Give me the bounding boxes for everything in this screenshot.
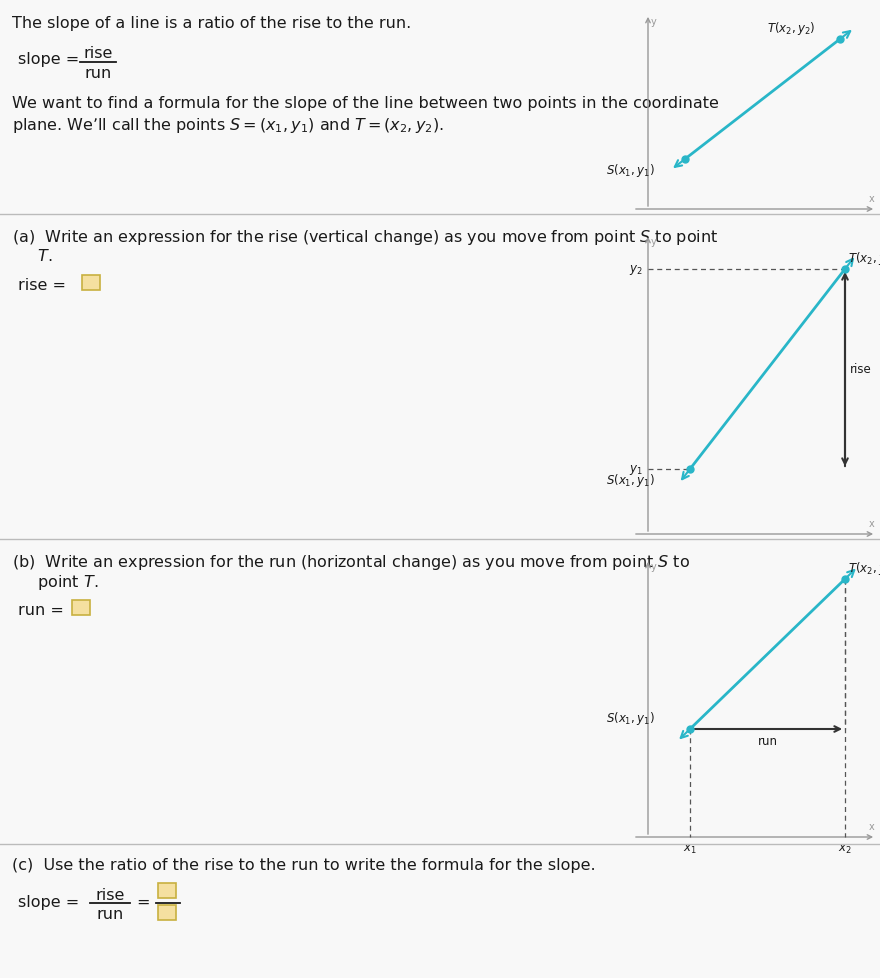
Text: slope =: slope = (18, 894, 79, 910)
Text: The slope of a line is a ratio of the rise to the run.: The slope of a line is a ratio of the ri… (12, 16, 411, 31)
Text: $x_1$: $x_1$ (683, 842, 697, 855)
Text: rise: rise (84, 46, 113, 61)
Text: $T\left(x_2, y_2\right)$: $T\left(x_2, y_2\right)$ (848, 559, 880, 576)
Text: y: y (651, 561, 656, 571)
Text: rise =: rise = (18, 278, 71, 292)
FancyBboxPatch shape (82, 276, 100, 290)
Text: run: run (84, 66, 112, 81)
Text: x: x (869, 194, 874, 203)
Text: run: run (758, 734, 778, 747)
FancyBboxPatch shape (0, 844, 880, 978)
FancyBboxPatch shape (0, 0, 880, 215)
FancyBboxPatch shape (0, 215, 880, 540)
Text: y: y (651, 237, 656, 246)
Text: run =: run = (18, 602, 69, 617)
Text: $T$.: $T$. (12, 247, 53, 264)
Text: run: run (97, 906, 123, 921)
Text: y: y (651, 17, 656, 27)
Text: We want to find a formula for the slope of the line between two points in the co: We want to find a formula for the slope … (12, 96, 719, 111)
Text: (a)  Write an expression for the rise (vertical change) as you move from point $: (a) Write an expression for the rise (ve… (12, 228, 718, 246)
Text: =: = (136, 894, 150, 910)
FancyBboxPatch shape (158, 905, 176, 920)
Text: plane. We’ll call the points $S=(x_1, y_1)$ and $T=(x_2, y_2)$.: plane. We’ll call the points $S=(x_1, y_… (12, 115, 444, 135)
Text: $T\left(x_2, y_2\right)$: $T\left(x_2, y_2\right)$ (848, 249, 880, 267)
Text: $S\left(x_1, y_1\right)$: $S\left(x_1, y_1\right)$ (606, 161, 655, 179)
Text: $T\left(x_2, y_2\right)$: $T\left(x_2, y_2\right)$ (766, 20, 815, 37)
Text: (c)  Use the ratio of the rise to the run to write the formula for the slope.: (c) Use the ratio of the rise to the run… (12, 857, 596, 872)
Text: $y_1$: $y_1$ (629, 463, 643, 476)
FancyBboxPatch shape (0, 540, 880, 844)
FancyBboxPatch shape (72, 600, 90, 615)
Text: (b)  Write an expression for the run (horizontal change) as you move from point : (b) Write an expression for the run (hor… (12, 553, 690, 571)
Text: x: x (869, 822, 874, 831)
Text: slope =: slope = (18, 52, 79, 67)
Text: $y_2$: $y_2$ (629, 263, 643, 277)
Text: rise: rise (850, 363, 872, 377)
FancyBboxPatch shape (158, 883, 176, 898)
Text: point $T$.: point $T$. (12, 572, 99, 592)
Text: $S\left(x_1, y_1\right)$: $S\left(x_1, y_1\right)$ (606, 471, 655, 488)
Text: rise: rise (95, 887, 125, 902)
Text: $S\left(x_1, y_1\right)$: $S\left(x_1, y_1\right)$ (606, 709, 655, 727)
Text: x: x (869, 518, 874, 528)
Text: $x_2$: $x_2$ (838, 842, 852, 855)
